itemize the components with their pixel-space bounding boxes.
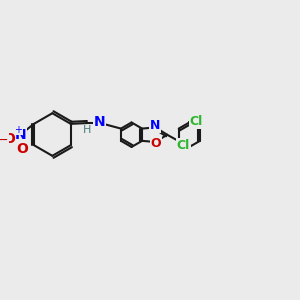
Text: −: − [0, 134, 9, 147]
Text: N: N [14, 128, 26, 142]
Text: +: + [14, 125, 22, 135]
Text: O: O [150, 137, 161, 150]
Text: H: H [83, 125, 91, 135]
Text: N: N [94, 115, 106, 129]
Text: O: O [16, 142, 28, 156]
Text: O: O [3, 132, 15, 145]
Text: Cl: Cl [190, 115, 203, 128]
Text: Cl: Cl [177, 139, 190, 152]
Text: N: N [150, 119, 160, 132]
